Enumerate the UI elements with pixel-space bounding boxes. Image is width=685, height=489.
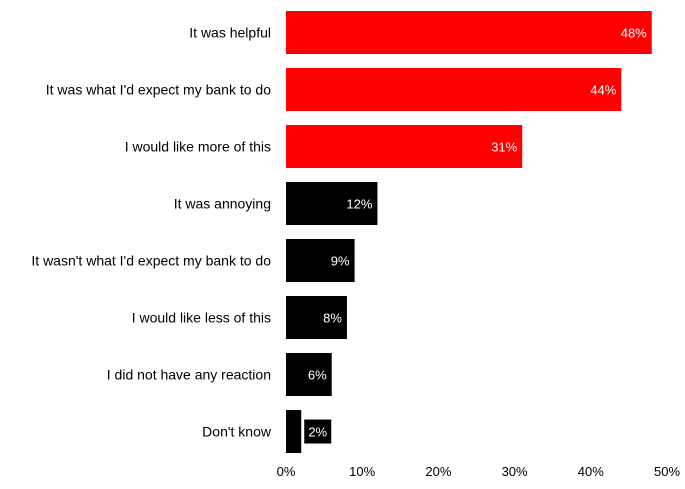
data-label: 44% <box>590 83 616 98</box>
x-tick-label: 40% <box>578 464 604 479</box>
category-label: It was helpful <box>189 25 271 41</box>
bar-4 <box>286 182 378 225</box>
x-tick-label: 0% <box>277 464 296 479</box>
x-tick-label: 50% <box>654 464 680 479</box>
bar-8 <box>286 410 302 453</box>
category-label: It wasn't what I'd expect my bank to do <box>31 253 271 269</box>
bar-6 <box>286 296 347 339</box>
data-label: 31% <box>491 140 517 155</box>
data-label: 8% <box>323 311 342 326</box>
bar-1 <box>286 11 652 54</box>
x-tick-label: 30% <box>502 464 528 479</box>
data-label-box <box>304 419 332 444</box>
x-tick-label: 20% <box>425 464 451 479</box>
data-labels: 48% 44% 31% 12% 9% 8% 6% 2% <box>304 26 647 444</box>
category-label: I would like more of this <box>125 139 271 155</box>
x-axis: 0% 10% 20% 30% 40% 50% <box>277 464 681 479</box>
bars-layer <box>286 11 652 453</box>
data-label: 6% <box>308 368 327 383</box>
category-label: It was annoying <box>174 196 271 212</box>
data-label: 12% <box>346 197 372 212</box>
data-label: 48% <box>621 26 647 41</box>
bar-7 <box>286 353 332 396</box>
bar-2 <box>286 68 622 111</box>
category-label: Don't know <box>202 424 272 440</box>
data-label: 9% <box>331 254 350 269</box>
category-label: I would like less of this <box>132 310 271 326</box>
data-label: 2% <box>308 425 327 440</box>
bar-3 <box>286 125 523 168</box>
category-label: It was what I'd expect my bank to do <box>46 82 271 98</box>
category-label: I did not have any reaction <box>107 367 271 383</box>
x-tick-label: 10% <box>349 464 375 479</box>
category-labels: It was helpful It was what I'd expect my … <box>31 25 271 440</box>
bar-5 <box>286 239 355 282</box>
